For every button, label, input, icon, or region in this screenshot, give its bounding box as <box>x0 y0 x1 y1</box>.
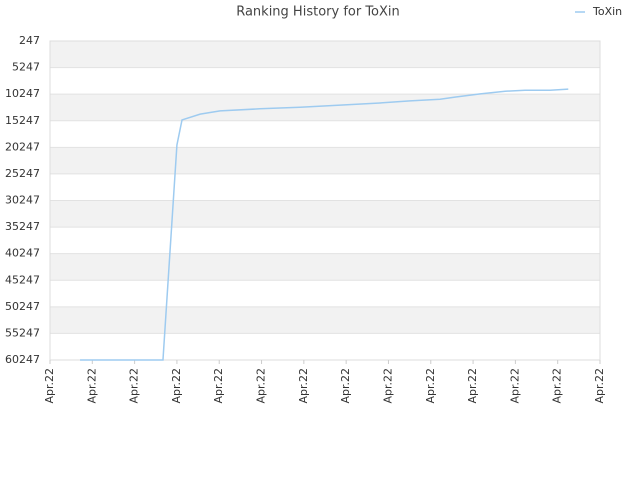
y-tick-label: 247 <box>19 34 40 47</box>
x-tick-label: Apr.22 <box>424 368 437 404</box>
y-tick-label: 40247 <box>5 247 40 260</box>
y-tick-label: 50247 <box>5 300 40 313</box>
x-tick-label: Apr.22 <box>339 368 352 404</box>
y-tick-label: 45247 <box>5 273 40 286</box>
grid-band <box>50 94 600 121</box>
grid-band <box>50 147 600 174</box>
y-tick-label: 30247 <box>5 194 40 207</box>
y-tick-label: 15247 <box>5 114 40 127</box>
y-tick-label: 60247 <box>5 353 40 366</box>
grid-band <box>50 253 600 281</box>
y-tick-label: 55247 <box>5 326 40 339</box>
grid-band <box>50 200 600 228</box>
y-tick-label: 20247 <box>5 140 40 153</box>
x-tick-label: Apr.22 <box>43 368 56 404</box>
x-tick-label: Apr.22 <box>212 368 225 404</box>
y-tick-label: 5247 <box>12 61 40 74</box>
y-tick-label: 35247 <box>5 220 40 233</box>
x-tick-label: Apr.22 <box>255 368 268 404</box>
y-tick-label: 25247 <box>5 167 40 180</box>
legend-label: ToXin <box>592 5 622 18</box>
x-tick-label: Apr.22 <box>381 368 394 404</box>
x-tick-label: Apr.22 <box>85 368 98 404</box>
x-tick-label: Apr.22 <box>551 368 564 404</box>
chart-title: Ranking History for ToXin <box>236 5 400 20</box>
x-tick-label: Apr.22 <box>508 368 521 404</box>
x-tick-label: Apr.22 <box>466 368 479 404</box>
x-tick-label: Apr.22 <box>128 368 141 404</box>
y-tick-label: 10247 <box>5 87 40 100</box>
x-tick-label: Apr.22 <box>593 368 606 404</box>
series-line <box>80 88 569 361</box>
plot-border <box>49 40 601 361</box>
grid-band <box>50 306 600 334</box>
grid-band <box>50 41 600 68</box>
x-tick-label: Apr.22 <box>170 368 183 404</box>
x-tick-label: Apr.22 <box>297 368 310 404</box>
